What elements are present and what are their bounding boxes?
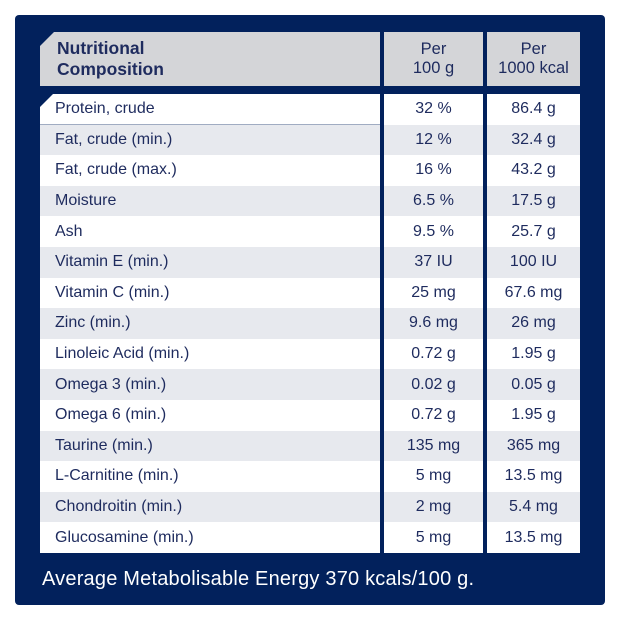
value-per-100g: 5 mg (384, 461, 483, 492)
value-per-100g: 135 mg (384, 430, 483, 462)
value-per-1000kcal: 86.4 g (487, 94, 580, 125)
value-per-100g: 37 IU (384, 246, 483, 278)
value-per-100g: 2 mg (384, 491, 483, 523)
table-row: Vitamin C (min.) 25 mg 67.6 mg (40, 277, 580, 309)
value-per-100g: 0.72 g (384, 338, 483, 370)
table-row: Protein, crude 32 % 86.4 g (40, 94, 580, 125)
table-row: Linoleic Acid (min.) 0.72 g 1.95 g (40, 338, 580, 370)
row-label: Vitamin C (min.) (40, 277, 380, 309)
table-row: L-Carnitine (min.) 5 mg 13.5 mg (40, 461, 580, 492)
table-header: Nutritional Composition Per 100 g Per 10… (40, 32, 580, 86)
row-label: Glucosamine (min.) (40, 522, 380, 553)
value-per-1000kcal: 1.95 g (487, 338, 580, 370)
value-per-100g: 0.72 g (384, 399, 483, 431)
value-per-1000kcal: 32.4 g (487, 124, 580, 156)
value-per-1000kcal: 365 mg (487, 430, 580, 462)
table-row: Chondroitin (min.) 2 mg 5.4 mg (40, 491, 580, 523)
row-label: Omega 3 (min.) (40, 369, 380, 400)
value-per-1000kcal: 25.7 g (487, 216, 580, 247)
row-label: Vitamin E (min.) (40, 246, 380, 278)
value-per-100g: 12 % (384, 124, 483, 156)
row-label: Moisture (40, 185, 380, 217)
table-row: Fat, crude (min.) 12 % 32.4 g (40, 124, 580, 156)
value-per-100g: 6.5 % (384, 185, 483, 217)
value-per-100g: 9.6 mg (384, 308, 483, 339)
row-label: Linoleic Acid (min.) (40, 338, 380, 370)
row-label: L-Carnitine (min.) (40, 461, 380, 492)
value-per-1000kcal: 5.4 mg (487, 491, 580, 523)
table-row: Taurine (min.) 135 mg 365 mg (40, 430, 580, 462)
row-label: Protein, crude (40, 94, 380, 125)
header-cell-nutritional-composition: Nutritional Composition (40, 32, 380, 86)
per-100g-line1: Per (420, 39, 447, 58)
row-label: Fat, crude (max.) (40, 155, 380, 186)
value-per-1000kcal: 100 IU (487, 246, 580, 278)
table-row: Omega 6 (min.) 0.72 g 1.95 g (40, 399, 580, 431)
table-row: Glucosamine (min.) 5 mg 13.5 mg (40, 522, 580, 553)
row-label: Omega 6 (min.) (40, 399, 380, 431)
value-per-1000kcal: 13.5 mg (487, 461, 580, 492)
per-1000kcal-line1: Per (520, 39, 547, 58)
value-per-100g: 0.02 g (384, 369, 483, 400)
value-per-1000kcal: 26 mg (487, 308, 580, 339)
table-row: Ash 9.5 % 25.7 g (40, 216, 580, 247)
value-per-100g: 32 % (384, 94, 483, 125)
row-label: Taurine (min.) (40, 430, 380, 462)
table-row: Moisture 6.5 % 17.5 g (40, 185, 580, 217)
header-label-line1: Nutritional (57, 38, 145, 59)
header-label-line2: Composition (57, 59, 164, 79)
value-per-100g: 16 % (384, 155, 483, 186)
value-per-1000kcal: 43.2 g (487, 155, 580, 186)
per-1000kcal-line2: 1000 kcal (498, 59, 569, 77)
header-cell-per-1000kcal: Per 1000 kcal (487, 32, 580, 86)
table-row: Omega 3 (min.) 0.02 g 0.05 g (40, 369, 580, 400)
value-per-100g: 5 mg (384, 522, 483, 553)
table-row: Fat, crude (max.) 16 % 43.2 g (40, 155, 580, 186)
row-label: Chondroitin (min.) (40, 491, 380, 523)
row-label: Ash (40, 216, 380, 247)
value-per-1000kcal: 13.5 mg (487, 522, 580, 553)
row-label: Fat, crude (min.) (40, 124, 380, 156)
value-per-1000kcal: 1.95 g (487, 399, 580, 431)
value-per-100g: 25 mg (384, 277, 483, 309)
value-per-1000kcal: 0.05 g (487, 369, 580, 400)
value-per-100g: 9.5 % (384, 216, 483, 247)
table-row: Vitamin E (min.) 37 IU 100 IU (40, 246, 580, 278)
nutrition-table: Nutritional Composition Per 100 g Per 10… (40, 32, 580, 553)
header-cell-per-100g: Per 100 g (384, 32, 483, 86)
value-per-1000kcal: 67.6 mg (487, 277, 580, 309)
value-per-1000kcal: 17.5 g (487, 185, 580, 217)
row-label: Zinc (min.) (40, 308, 380, 339)
per-100g-line2: 100 g (412, 59, 455, 77)
table-row: Zinc (min.) 9.6 mg 26 mg (40, 308, 580, 339)
nutrition-panel: Nutritional Composition Per 100 g Per 10… (15, 15, 605, 605)
table-body: Protein, crude 32 % 86.4 g Fat, crude (min.… (40, 94, 580, 553)
energy-note: Average Metabolisable Energy 370 kcals/1… (42, 567, 475, 590)
